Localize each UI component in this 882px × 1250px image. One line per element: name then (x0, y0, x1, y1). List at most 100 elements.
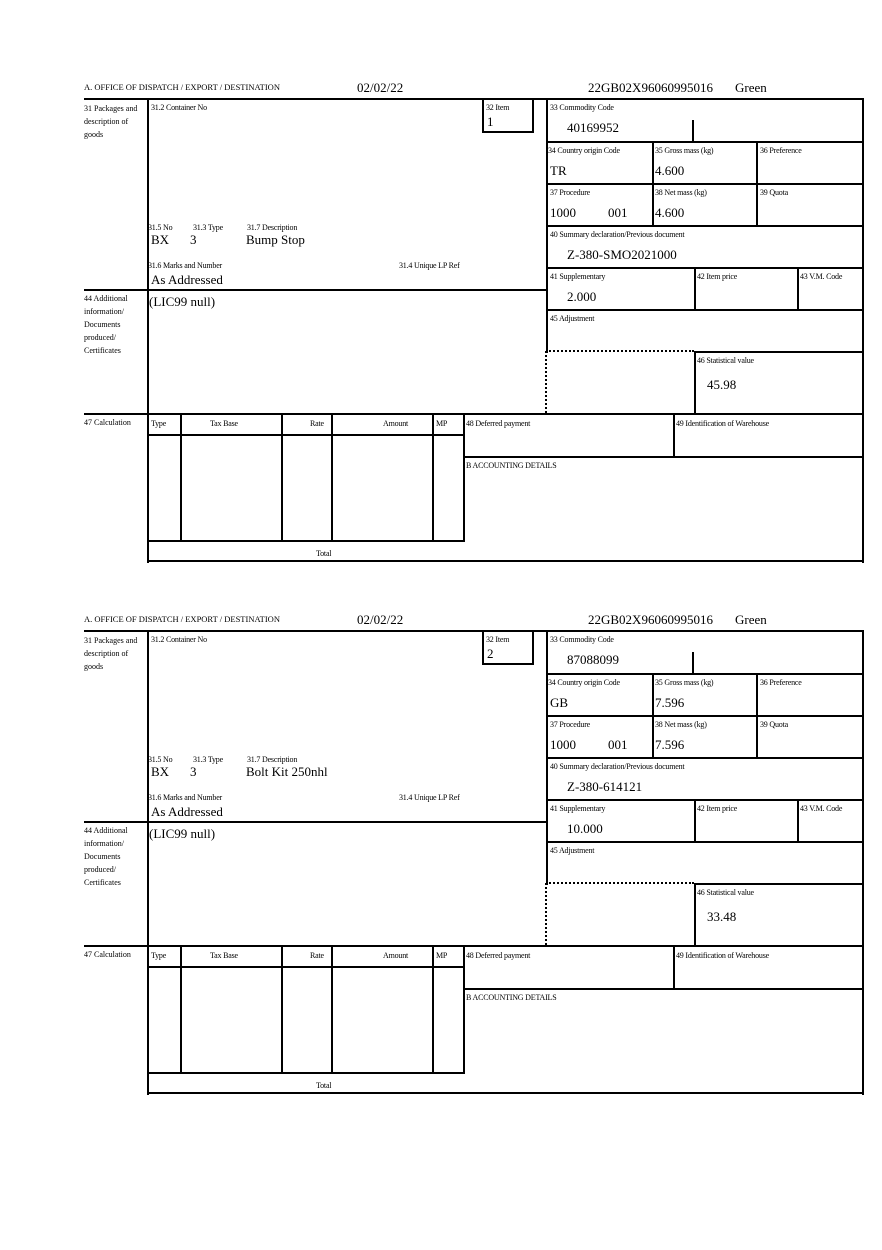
rule-line (546, 673, 864, 675)
rule-line (84, 630, 864, 632)
rule-line (84, 98, 864, 100)
rule-line (652, 673, 654, 759)
calc-type-header: Type (151, 951, 167, 960)
calc-rate-header: Rate (310, 419, 324, 428)
calc-tax-base-header: Tax Base (210, 419, 238, 428)
rule-line (692, 652, 694, 675)
mrn-number: 22GB02X96060995016 (588, 612, 713, 627)
rule-line (756, 141, 758, 227)
packages-label: 31 Packages and description of goods (84, 636, 138, 671)
rule-line (331, 413, 333, 542)
rule-line (694, 351, 864, 353)
rule-line (84, 821, 548, 823)
rule-line (180, 945, 182, 1074)
rule-line (694, 883, 864, 885)
rule-line (797, 267, 799, 311)
no-label: 31.5 No (148, 755, 173, 764)
net-mass-label: 38 Net mass (kg) (655, 720, 707, 729)
declaration-date: 02/02/22 (357, 612, 404, 627)
rule-line (694, 883, 696, 947)
rule-line (147, 434, 465, 436)
container-no-label: 31.2 Container No (151, 635, 207, 644)
rule-line (432, 945, 434, 1074)
procedure-label: 37 Procedure (550, 188, 591, 197)
rule-line (673, 413, 675, 458)
calc-type-header: Type (151, 419, 167, 428)
rule-line (546, 267, 864, 269)
quota-label: 39 Quota (760, 188, 788, 197)
procedure-additional-value: 001 (608, 205, 628, 220)
rule-line (797, 799, 799, 843)
rule-line (331, 945, 333, 1074)
dotted-line (546, 350, 694, 352)
rule-line (463, 413, 465, 542)
statistical-value: 33.48 (707, 909, 737, 924)
supplementary-label: 41 Supplementary (550, 804, 606, 813)
statistical-value-label: 46 Statistical value (697, 888, 754, 897)
marks-label: 31.6 Marks and Number (148, 261, 223, 270)
packages-label: 31 Packages and description of goods (84, 104, 138, 139)
procedure-value: 1000 (550, 737, 576, 752)
no-label: 31.5 No (148, 223, 173, 232)
calculation-label: 47 Calculation (84, 418, 131, 427)
vm-code-label: 43 V.M. Code (800, 272, 843, 281)
rule-line (532, 98, 534, 133)
rule-line (546, 141, 864, 143)
marks-label: 31.6 Marks and Number (148, 793, 223, 802)
office-heading: A. OFFICE OF DISPATCH / EXPORT / DESTINA… (84, 614, 280, 624)
deferred-payment-label: 48 Deferred payment (466, 419, 531, 428)
commodity-value: 40169952 (567, 120, 619, 135)
rule-line (147, 630, 149, 1095)
net-mass-label: 38 Net mass (kg) (655, 188, 707, 197)
calculation-label: 47 Calculation (84, 950, 131, 959)
country-value: TR (550, 163, 567, 178)
rule-line (463, 456, 864, 458)
mrn-number: 22GB02X96060995016 (588, 80, 713, 95)
commodity-label: 33 Commodity Code (550, 103, 614, 112)
adjustment-label: 45 Adjustment (550, 846, 595, 855)
rule-line (463, 988, 864, 990)
rule-line (673, 945, 675, 990)
rule-line (546, 225, 864, 227)
rule-line (862, 630, 864, 1095)
rule-line (694, 267, 696, 311)
adjustment-label: 45 Adjustment (550, 314, 595, 323)
unique-lp-label: 31.4 Unique LP Ref (399, 261, 460, 270)
country-value: GB (550, 695, 569, 710)
rule-line (546, 757, 864, 759)
rule-line (862, 98, 864, 563)
route-status: Green (735, 80, 767, 95)
item-value: 1 (487, 114, 494, 129)
rule-line (180, 413, 182, 542)
additional-info-label: 44 Additional information/ Documents pro… (84, 294, 128, 355)
rule-line (147, 98, 149, 563)
rule-line (147, 1072, 465, 1074)
dotted-line (546, 882, 694, 884)
rule-line (84, 413, 864, 415)
calc-mp-header: MP (436, 951, 448, 960)
gross-mass-label: 35 Gross mass (kg) (655, 678, 714, 687)
rule-line (546, 183, 864, 185)
preference-label: 36 Preference (760, 146, 802, 155)
rule-line (147, 560, 864, 562)
calc-total-label: Total (316, 1081, 332, 1090)
gross-mass-value: 7.596 (655, 695, 685, 710)
country-label: 34 Country origin Code (548, 678, 620, 687)
rule-line (652, 141, 654, 227)
country-label: 34 Country origin Code (548, 146, 620, 155)
procedure-additional-value: 001 (608, 737, 628, 752)
supplementary-value: 10.000 (567, 821, 603, 836)
additional-info-value: (LIC99 null) (149, 826, 216, 841)
item-price-label: 42 Item price (697, 804, 738, 813)
declaration-item-form: A. OFFICE OF DISPATCH / EXPORT / DESTINA… (0, 0, 882, 563)
calc-amount-header: Amount (383, 951, 409, 960)
rule-line (482, 131, 534, 133)
summary-value: Z-380-614121 (567, 779, 643, 794)
rule-line (546, 715, 864, 717)
rule-line (84, 945, 864, 947)
type-value: 3 (190, 232, 197, 247)
calc-tax-base-header: Tax Base (210, 951, 238, 960)
rule-line (463, 945, 465, 1074)
rule-line (694, 351, 696, 415)
